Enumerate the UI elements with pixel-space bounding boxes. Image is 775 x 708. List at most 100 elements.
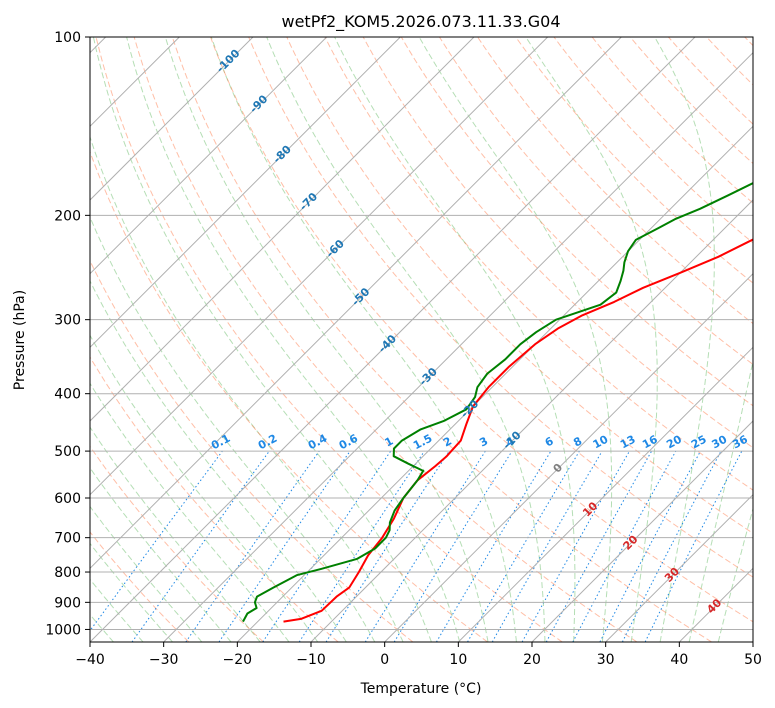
mixing-ratio-label: 25	[689, 433, 709, 452]
moist-adiabat-line	[418, 37, 613, 642]
mixing-ratio-label: 16	[640, 433, 660, 452]
x-axis-ticks: −40 −30 −20 −10 0 10 20 30 40 50	[75, 642, 762, 668]
isotherm-line	[90, 37, 328, 275]
x-tick-label: 10	[449, 652, 467, 668]
dewpoint-profile	[242, 181, 753, 623]
mixing-ratio-line	[218, 450, 351, 642]
isotherm-line	[531, 420, 753, 642]
mixing-ratio-label: 20	[664, 433, 684, 452]
mixing-ratio-line	[644, 450, 743, 642]
sounding-profiles	[242, 181, 753, 623]
mixing-ratio-label: 30	[710, 433, 730, 452]
dry-adiabats	[90, 37, 753, 642]
moist-adiabats	[90, 37, 753, 642]
moist-adiabat-line	[688, 358, 753, 642]
moist-adiabat-line	[90, 382, 290, 642]
dry-adiabat-line	[133, 37, 638, 642]
dry-adiabat-line	[477, 37, 753, 325]
moist-adiabat-line	[90, 467, 232, 642]
y-tick-label: 100	[54, 30, 81, 46]
temperature-profile	[283, 238, 753, 623]
dry-adiabat-line	[248, 37, 753, 578]
dry-adiabat-line	[515, 37, 753, 284]
moist-adiabat-line	[90, 215, 376, 642]
mixing-ratio-line	[393, 450, 513, 642]
dry-adiabat-line	[90, 259, 414, 642]
y-tick-label: 500	[54, 444, 81, 460]
mixing-ratio-line	[545, 450, 653, 642]
isotherm-line	[90, 37, 254, 201]
isotherm-line	[457, 346, 753, 642]
dry-adiabat-line	[400, 37, 753, 407]
y-tick-label: 300	[54, 313, 81, 329]
moist-adiabat-line	[90, 542, 173, 642]
isotherm-line	[310, 199, 753, 642]
isotherm-line	[605, 493, 753, 642]
isotherm-line	[90, 37, 696, 642]
moist-adiabat-line	[334, 37, 576, 642]
dry-adiabat-line	[629, 37, 753, 165]
dry-adiabat-line	[95, 37, 563, 642]
isobars	[90, 37, 753, 630]
dry-adiabat-line	[286, 37, 753, 534]
dry-adiabat-line	[210, 37, 753, 623]
mixing-ratio-line	[131, 450, 270, 642]
mixing-ratio-line	[521, 450, 630, 642]
y-tick-label: 1000	[45, 622, 81, 638]
y-axis-label: Pressure (hPa)	[12, 290, 28, 390]
mixing-ratio-line	[90, 450, 223, 632]
isotherm-line	[90, 37, 401, 349]
dry-adiabat-line	[591, 37, 753, 204]
y-tick-label: 600	[54, 491, 81, 507]
dry-adiabat-line	[90, 531, 190, 642]
mixing-ratio-line	[185, 450, 320, 642]
moist-adiabat-line	[210, 37, 517, 642]
moist-adiabat-line	[90, 334, 319, 642]
isotherm-line	[236, 125, 753, 642]
x-tick-label: 20	[523, 652, 541, 668]
isotherms	[90, 37, 753, 642]
plot-frame	[89, 36, 754, 643]
mixing-ratio-line	[572, 450, 677, 642]
x-tick-label: −20	[223, 652, 253, 668]
x-tick-label: 40	[670, 652, 688, 668]
y-tick-label: 200	[54, 208, 81, 224]
moist-adiabat-line	[90, 578, 144, 642]
moist-adiabat-line	[525, 37, 658, 642]
moist-adiabat-line	[92, 37, 432, 642]
mixing-ratio-line	[298, 450, 425, 642]
x-tick-label: −40	[75, 652, 105, 668]
dry-adiabat-line	[90, 356, 339, 642]
mixing-ratio-lines	[90, 450, 743, 642]
moist-adiabat-line	[126, 37, 461, 642]
mixing-ratio-label: 10	[591, 433, 611, 452]
x-tick-label: 0	[380, 652, 389, 668]
moist-adiabat-line	[266, 37, 546, 642]
x-tick-label: −10	[296, 652, 326, 668]
dry-adiabat-line	[90, 150, 488, 642]
x-tick-label: −30	[149, 652, 179, 668]
y-tick-label: 700	[54, 531, 81, 547]
isotherm-line	[90, 37, 475, 422]
isotherm-line	[163, 51, 753, 642]
moist-adiabat-line	[90, 135, 404, 642]
moist-adiabat-line	[90, 505, 203, 642]
isotherm-line	[90, 37, 549, 496]
x-tick-label: 30	[597, 652, 615, 668]
mixing-ratio-label: 13	[618, 433, 638, 452]
plot-area: 0.1 0.2 0.4 0.6 1 1.5 2 3 4 6 8 10 13 16 20 25 30 36-100-…	[90, 37, 753, 642]
y-tick-label: 400	[54, 387, 81, 403]
isotherm-line	[90, 37, 622, 570]
dry-adiabat-line	[171, 37, 712, 642]
x-axis-label: Temperature (°C)	[360, 681, 482, 697]
mixing-ratio-line	[262, 450, 392, 642]
mixing-ratio-label: 36	[730, 433, 750, 452]
dry-adiabat-line	[553, 37, 753, 244]
isotherm-line	[384, 272, 753, 642]
mixing-ratio-line	[325, 450, 450, 642]
y-axis-ticks: 100 200 300 400 500 600 700 800 900 1000	[45, 30, 90, 638]
chart-title: wetPf2_KOM5.2026.073.11.33.G04	[281, 12, 560, 32]
y-tick-label: 900	[54, 595, 81, 611]
